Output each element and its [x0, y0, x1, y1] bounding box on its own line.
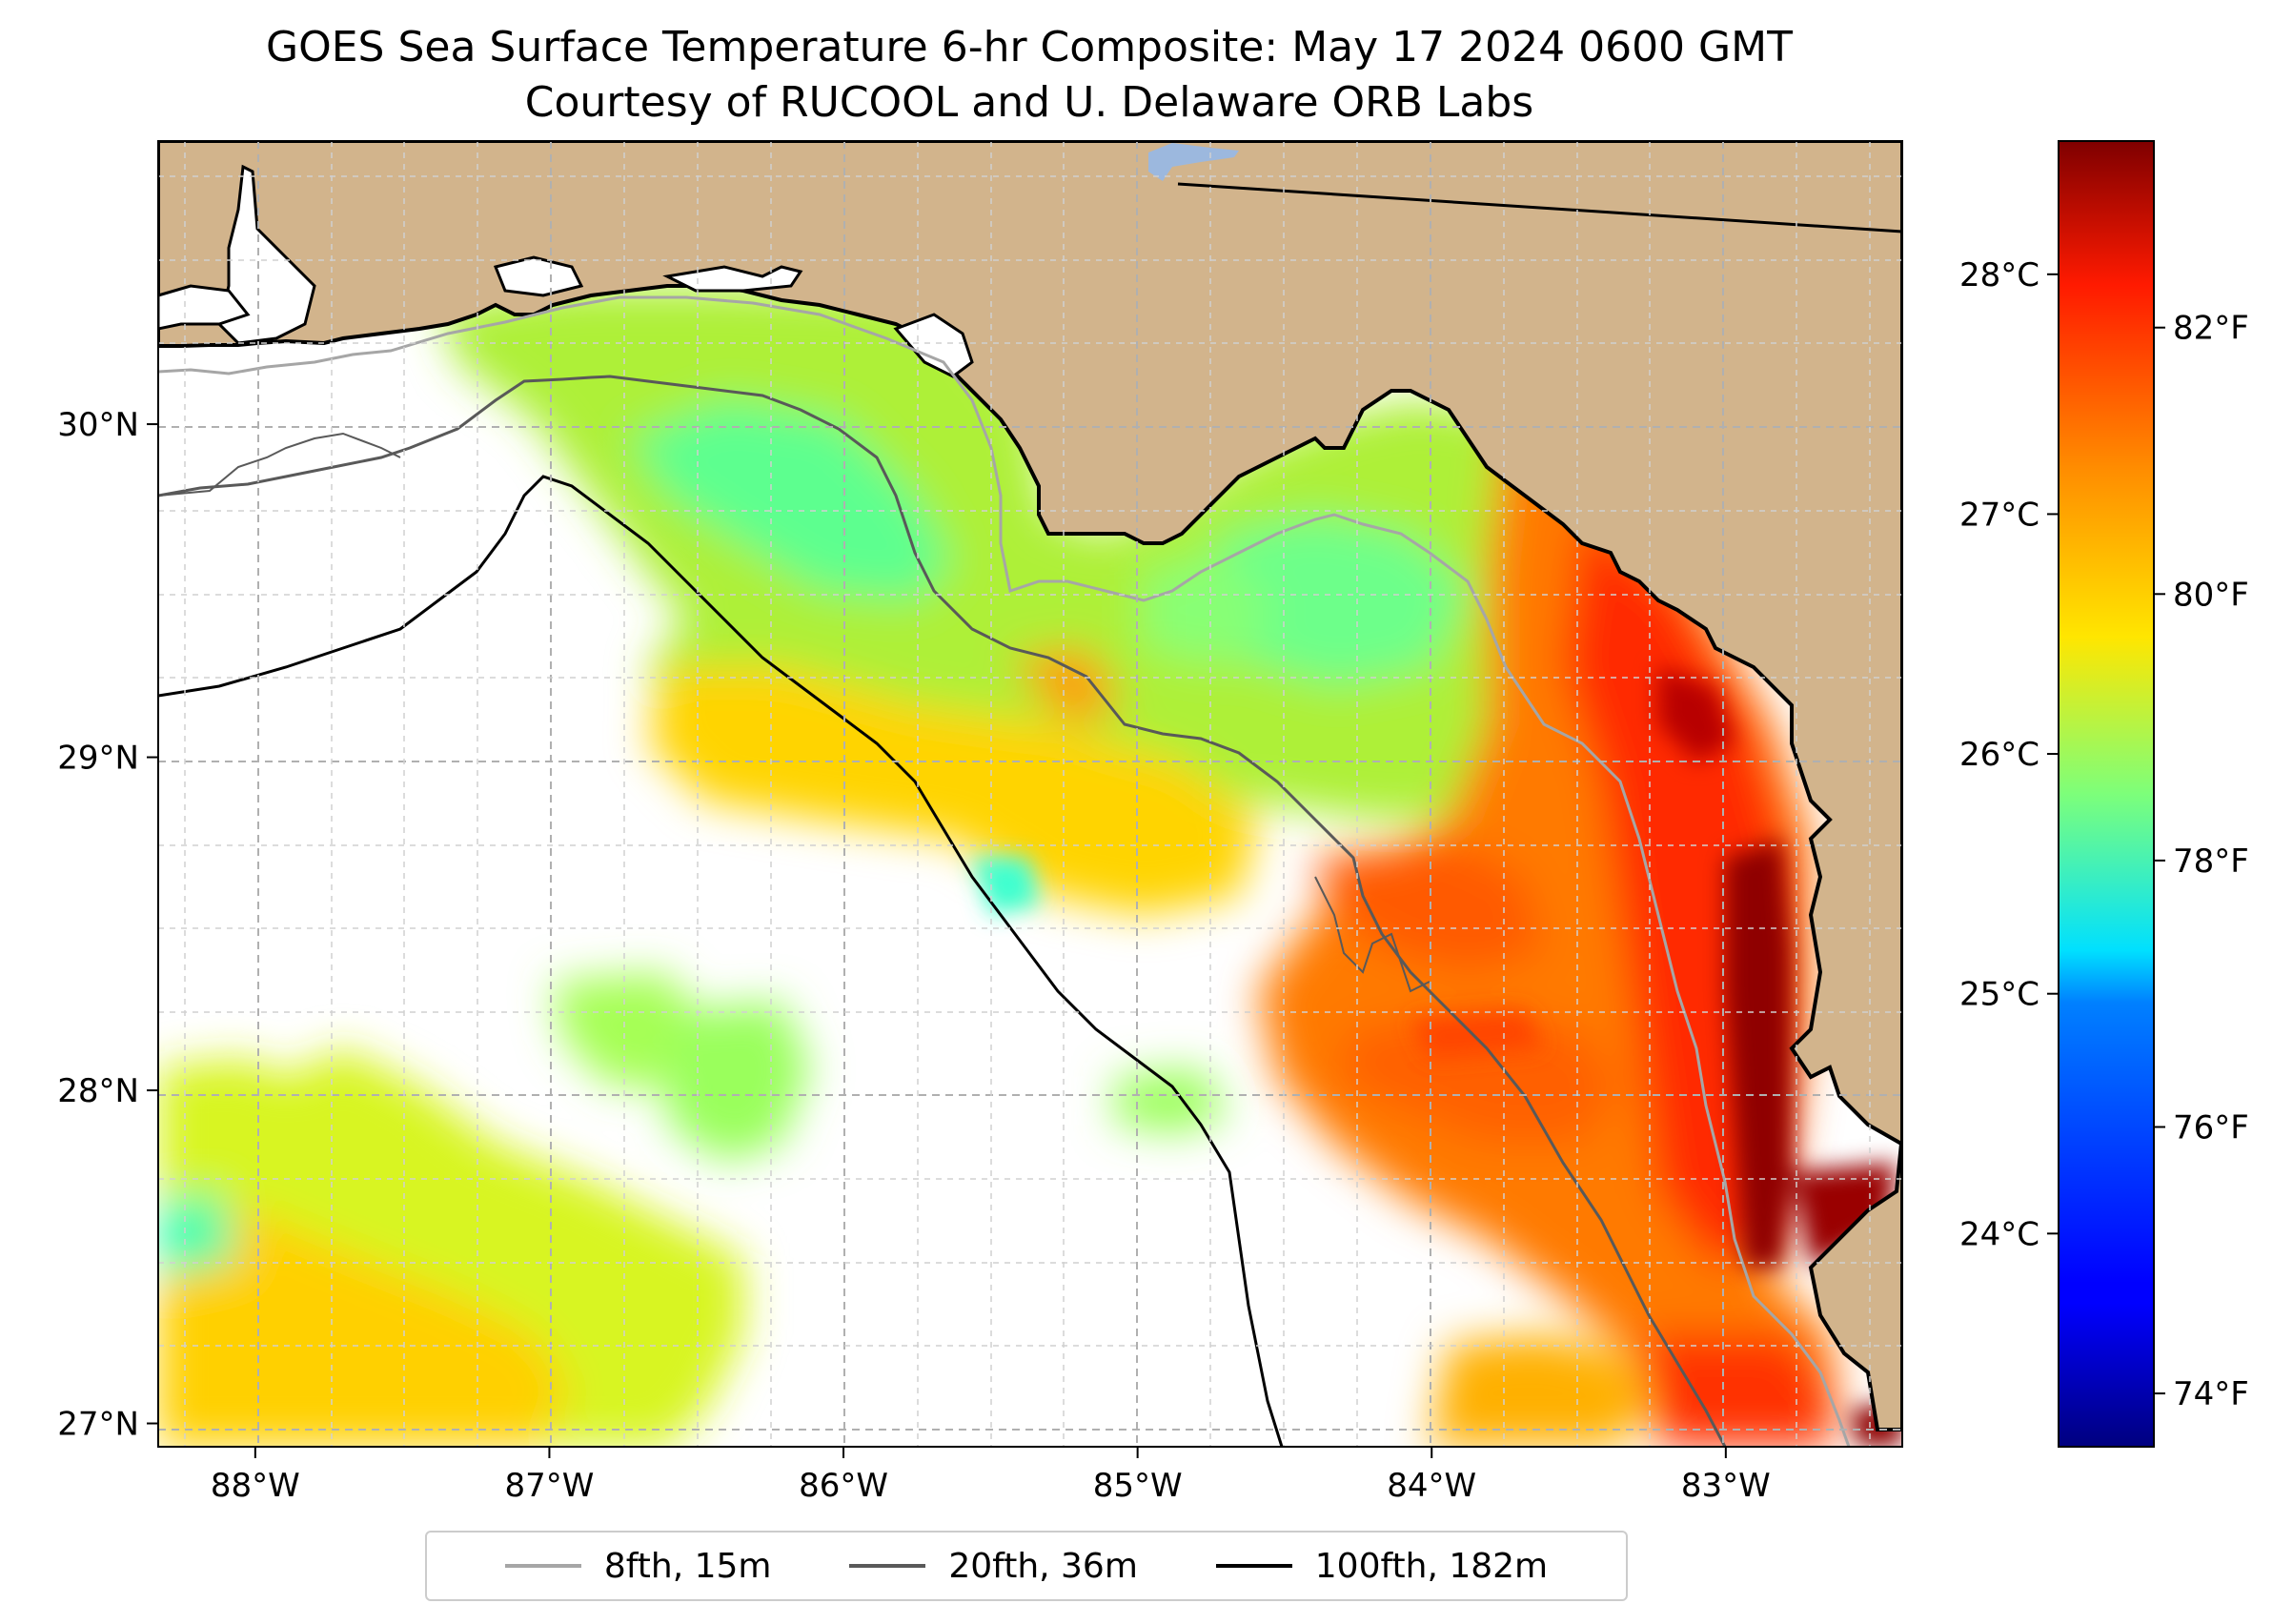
map-frame — [157, 140, 1903, 1448]
longitude-axis: 88°W 87°W 86°W 85°W 84°W 83°W — [211, 1447, 1771, 1505]
lat-tick-label: 28°N — [57, 1072, 139, 1110]
colorbar-f-tick-label: 82°F — [2173, 310, 2249, 348]
legend-item-20fth: 20fth, 36m — [849, 1547, 1138, 1586]
colorbar-c-tick-label: 24°C — [1959, 1215, 2039, 1253]
colorbar-f-tick-label: 76°F — [2173, 1108, 2249, 1147]
colorbar-c-tick-label: 25°C — [1959, 976, 2039, 1014]
colorbar-celsius-axis: 24°C 25°C 26°C 27°C 28°C — [1959, 256, 2059, 1253]
colorbar — [2058, 140, 2155, 1448]
lon-tick-label: 84°W — [1387, 1467, 1476, 1505]
lat-tick-label: 30°N — [57, 406, 139, 444]
lon-tick-label: 85°W — [1093, 1467, 1183, 1505]
chart-title: GOES Sea Surface Temperature 6-hr Compos… — [266, 23, 1793, 71]
legend-swatch-20fth — [849, 1564, 926, 1568]
colorbar-fahrenheit-axis: 74°F 76°F 78°F 80°F 82°F — [2154, 310, 2249, 1413]
chart-subtitle: Courtesy of RUCOOL and U. Delaware ORB L… — [524, 78, 1534, 127]
colorbar-f-tick-label: 78°F — [2173, 842, 2249, 881]
latitude-axis: 30°N 29°N 28°N 27°N — [57, 406, 158, 1444]
colorbar-c-tick-label: 26°C — [1959, 736, 2039, 774]
colorbar-f-tick-label: 80°F — [2173, 576, 2249, 614]
colorbar-c-tick-label: 28°C — [1959, 256, 2039, 294]
legend-label-100fth: 100fth, 182m — [1314, 1546, 1549, 1586]
legend-item-8fth: 8fth, 15m — [504, 1546, 772, 1586]
lat-tick-label: 27°N — [57, 1406, 139, 1444]
sst-field — [158, 286, 1902, 1447]
contour-legend: 8fth, 15m 20fth, 36m 100fth, 182m — [425, 1531, 1628, 1601]
map-area — [158, 141, 1902, 1447]
legend-item-100fth: 100fth, 182m — [1215, 1546, 1549, 1586]
colorbar-f-tick-label: 74°F — [2173, 1375, 2249, 1413]
lon-tick-label: 86°W — [799, 1467, 888, 1505]
lon-tick-label: 88°W — [211, 1467, 300, 1505]
colorbar-c-tick-label: 27°C — [1959, 496, 2039, 534]
map-gridlines — [158, 141, 1902, 1447]
lon-tick-label: 87°W — [504, 1467, 594, 1505]
legend-swatch-100fth — [1215, 1564, 1292, 1568]
legend-label-20fth: 20fth, 36m — [948, 1546, 1138, 1586]
lat-tick-label: 29°N — [57, 740, 139, 778]
lon-tick-label: 83°W — [1681, 1467, 1771, 1505]
legend-label-8fth: 8fth, 15m — [603, 1546, 772, 1586]
land-mass — [158, 141, 1902, 1431]
legend-swatch-8fth — [504, 1564, 581, 1568]
